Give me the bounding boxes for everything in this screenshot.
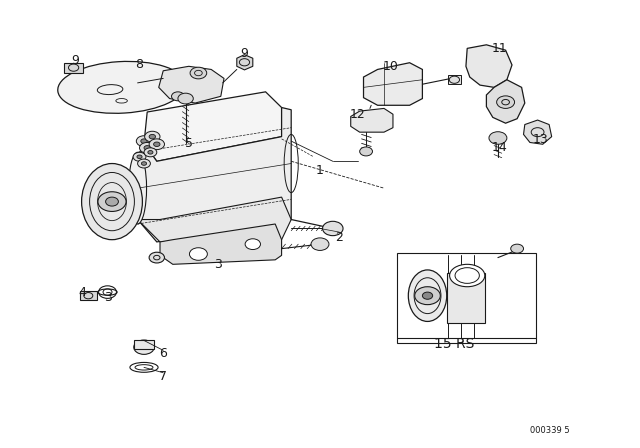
Circle shape <box>140 142 155 153</box>
Ellipse shape <box>129 152 147 224</box>
Text: 3: 3 <box>104 291 111 305</box>
Circle shape <box>134 340 154 354</box>
Circle shape <box>489 132 507 144</box>
Text: 11: 11 <box>492 42 507 55</box>
Circle shape <box>98 192 126 211</box>
Circle shape <box>149 134 156 139</box>
Text: 000339 5: 000339 5 <box>530 426 570 435</box>
Circle shape <box>245 239 260 250</box>
Circle shape <box>323 221 343 236</box>
Text: 9: 9 <box>241 47 248 60</box>
Ellipse shape <box>408 270 447 322</box>
Circle shape <box>178 93 193 104</box>
Polygon shape <box>144 92 282 161</box>
Ellipse shape <box>58 61 186 113</box>
Text: 6: 6 <box>159 347 167 361</box>
Text: 10: 10 <box>383 60 398 73</box>
Circle shape <box>497 96 515 108</box>
Polygon shape <box>447 273 485 323</box>
Circle shape <box>141 139 147 143</box>
Text: 9: 9 <box>72 54 79 67</box>
Circle shape <box>415 287 440 305</box>
Circle shape <box>190 67 207 79</box>
Bar <box>397 253 536 343</box>
Text: 8: 8 <box>136 58 143 72</box>
Circle shape <box>144 146 150 150</box>
Circle shape <box>511 244 524 253</box>
Circle shape <box>189 248 207 260</box>
Circle shape <box>136 136 152 146</box>
Circle shape <box>422 292 433 299</box>
Circle shape <box>149 139 164 150</box>
Text: 5: 5 <box>185 137 193 150</box>
Polygon shape <box>237 55 253 70</box>
Text: 4: 4 <box>78 286 86 299</box>
Text: 1: 1 <box>316 164 324 177</box>
Bar <box>448 75 461 84</box>
Ellipse shape <box>130 362 158 372</box>
Polygon shape <box>466 45 512 87</box>
Circle shape <box>133 152 146 161</box>
Circle shape <box>99 286 116 298</box>
Polygon shape <box>364 63 422 105</box>
Polygon shape <box>486 80 525 123</box>
Circle shape <box>149 252 164 263</box>
Text: 13: 13 <box>533 133 548 146</box>
Circle shape <box>145 131 160 142</box>
Circle shape <box>154 142 160 146</box>
Text: 14: 14 <box>492 141 507 155</box>
Circle shape <box>138 159 150 168</box>
Circle shape <box>360 147 372 156</box>
Circle shape <box>137 155 142 159</box>
Polygon shape <box>160 224 282 264</box>
Bar <box>64 63 83 73</box>
Circle shape <box>141 162 147 165</box>
Bar <box>134 340 154 349</box>
Circle shape <box>106 197 118 206</box>
Circle shape <box>311 238 329 250</box>
Polygon shape <box>524 120 552 144</box>
Polygon shape <box>138 108 291 242</box>
Polygon shape <box>159 66 224 103</box>
Bar <box>80 291 97 300</box>
Ellipse shape <box>449 264 485 287</box>
Circle shape <box>144 148 157 157</box>
Circle shape <box>172 92 184 101</box>
Ellipse shape <box>82 164 143 240</box>
Polygon shape <box>138 197 291 242</box>
Text: 12: 12 <box>349 108 365 121</box>
Polygon shape <box>351 108 393 132</box>
Circle shape <box>148 151 153 154</box>
Text: 3: 3 <box>214 258 221 271</box>
Text: 7: 7 <box>159 370 167 383</box>
Text: 2: 2 <box>335 231 343 244</box>
Text: 15 RS: 15 RS <box>434 337 475 351</box>
